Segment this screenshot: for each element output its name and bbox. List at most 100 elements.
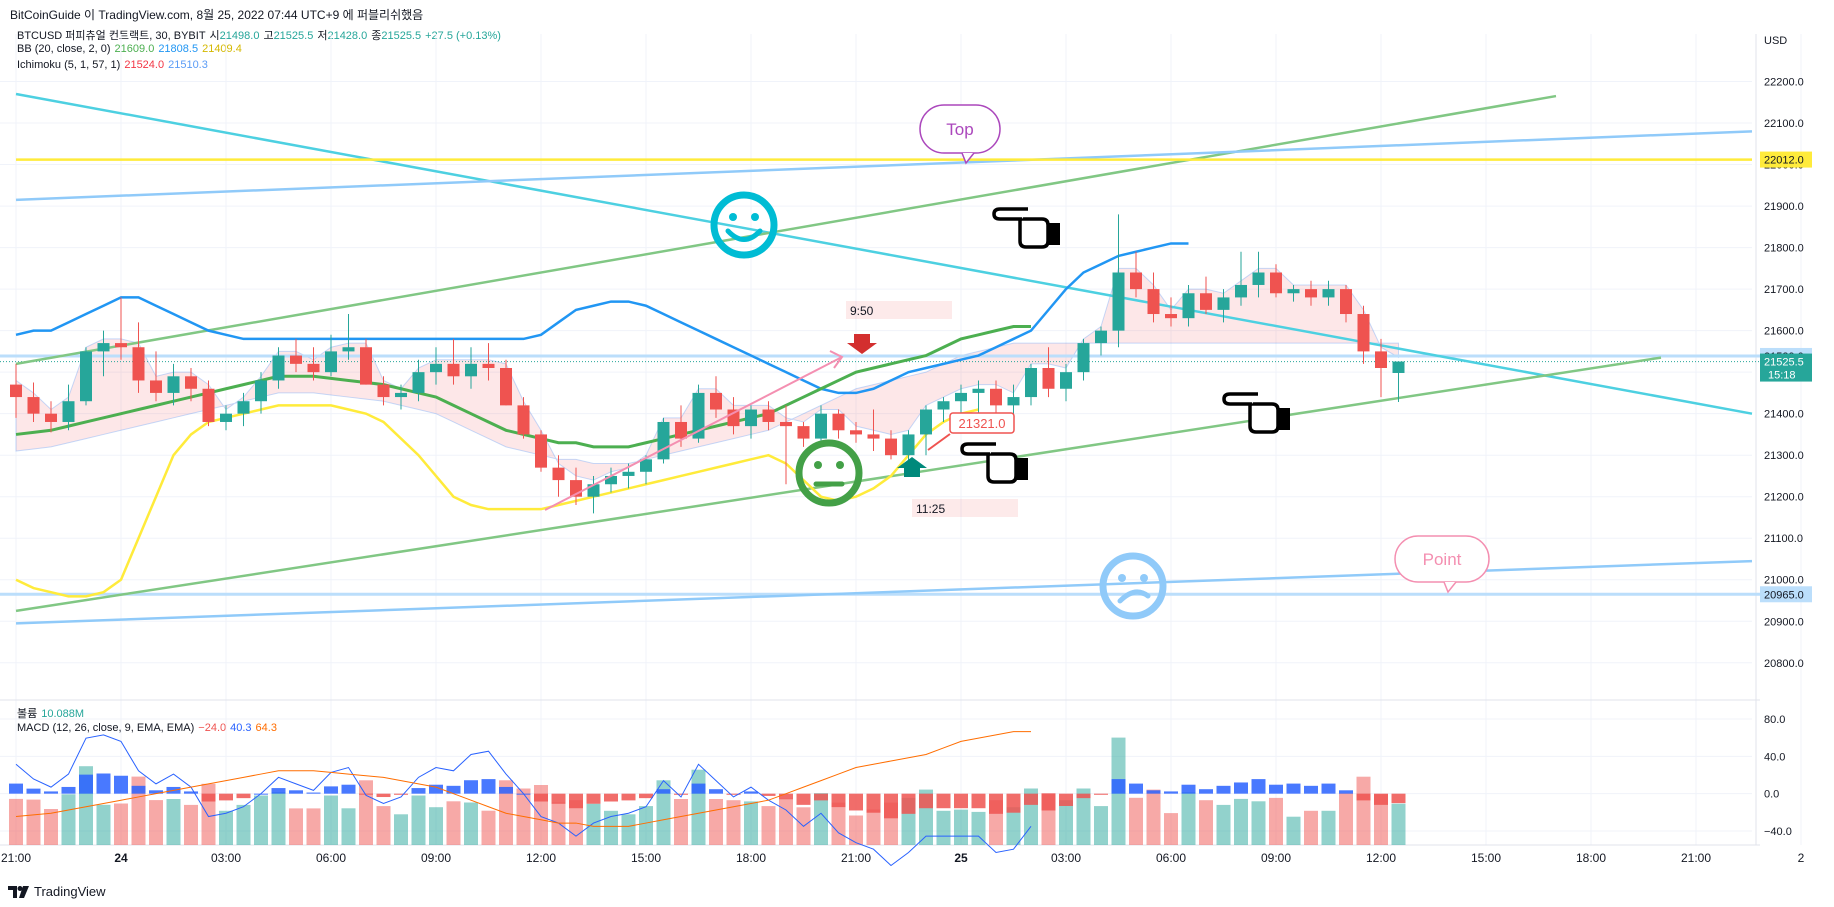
candle-body — [1165, 314, 1177, 319]
price-tick-label: 20900.0 — [1764, 616, 1804, 628]
volume-bar — [1181, 792, 1196, 845]
volume-bar — [1094, 806, 1108, 845]
macd-histogram-bar — [691, 783, 706, 794]
neutral-face-icon-eye — [814, 461, 822, 469]
change-value: +27.5 (+0.13%) — [425, 30, 501, 42]
ichimoku-a-value: 21524.0 — [124, 59, 165, 71]
price-tick-label: 21900.0 — [1764, 201, 1804, 213]
time-tick-label: 2 — [1798, 851, 1805, 865]
volume-legend[interactable]: 볼륨 10.088M — [17, 705, 88, 721]
candle-body — [1305, 289, 1317, 298]
volume-bar — [131, 776, 146, 845]
candle-body — [1025, 368, 1037, 398]
volume-bar — [114, 803, 128, 845]
candle-body — [1287, 289, 1300, 294]
point-bubble — [1394, 535, 1490, 583]
volume-value: 10.088M — [41, 708, 85, 720]
macd-histogram-bar — [1321, 783, 1336, 794]
macd-histogram-bar — [586, 793, 601, 804]
pink-arrow-line — [544, 356, 843, 511]
price-tick-label: 21000.0 — [1764, 575, 1804, 587]
candles — [10, 214, 1405, 514]
ichimoku-legend[interactable]: Ichimoku (5, 1, 57, 1) 21524.0 21510.3 — [17, 59, 212, 71]
price-tick-label: 21700.0 — [1764, 284, 1804, 296]
macd-histogram-bar — [1146, 790, 1161, 794]
time-tick-label: 15:00 — [1471, 851, 1501, 865]
candle-body — [325, 351, 337, 373]
price-label-text: 20965.0 — [1764, 589, 1804, 601]
volume-bar — [166, 799, 181, 845]
macd-histogram-bar — [1199, 789, 1213, 794]
macd-histogram-bar — [26, 788, 41, 794]
low-value: 21428.0 — [327, 30, 368, 42]
macd-histogram-bar — [1041, 793, 1056, 811]
candle-body — [272, 355, 285, 381]
macd-histogram-bar — [359, 793, 373, 795]
pointing-hand-icon — [960, 442, 1028, 484]
candle-body — [10, 384, 22, 398]
macd-histogram-bar — [604, 793, 618, 802]
macd-histogram-bar — [289, 790, 303, 794]
candle-body — [132, 347, 145, 381]
candle-body — [307, 363, 320, 373]
candle-body — [1147, 289, 1160, 315]
price-label-text: 21525.5 — [1764, 357, 1804, 369]
price-tick-label: 21400.0 — [1764, 409, 1804, 421]
macd-histogram-bar — [429, 784, 443, 794]
label-1125-box — [912, 499, 1018, 517]
volume-bar — [656, 780, 671, 845]
candle-body — [1060, 372, 1072, 389]
pointing-hand-icon — [992, 207, 1060, 249]
price-axis: 22200.022100.022000.021900.021800.021700… — [1760, 35, 1812, 670]
macd-signal-line — [15, 731, 1031, 827]
candle-body — [27, 397, 40, 414]
macd-histogram-bar — [709, 789, 723, 794]
volume-bar — [604, 810, 618, 845]
volume-bar — [254, 795, 268, 845]
candle-body — [1200, 293, 1212, 310]
macd-histogram-bar — [1304, 785, 1318, 794]
macd-histogram-bar — [1251, 779, 1266, 794]
volume-bar — [149, 800, 163, 845]
main-legend[interactable]: BTCUSD 퍼피츄얼 컨트랙트, 30, BYBIT 시21498.0 고2152… — [17, 30, 501, 42]
candle-body — [815, 413, 827, 439]
bb-legend[interactable]: BB (20, close, 2, 0) 21609.0 21808.5 21409.… — [17, 43, 246, 55]
volume-bar — [674, 799, 688, 845]
candle-body — [220, 413, 232, 422]
macd-histogram-bar — [464, 780, 478, 794]
pink-arrow-head — [829, 350, 844, 369]
volume-bar — [866, 809, 881, 845]
volume-bar — [639, 806, 653, 845]
macd-histogram-bar — [61, 786, 76, 794]
price-chart[interactable]: 22200.022100.022000.021900.021800.021700… — [0, 0, 1834, 880]
candle-body — [360, 347, 372, 385]
macd-histogram-bar — [1391, 793, 1406, 804]
volume-bar — [1006, 807, 1021, 845]
candle-body — [955, 392, 967, 402]
candle-body — [150, 380, 162, 393]
candle-body — [430, 363, 442, 373]
price-tick-label: 21800.0 — [1764, 243, 1804, 255]
macd-histogram-bar — [324, 786, 338, 794]
candle-body — [1252, 272, 1265, 285]
price-marker-text: 21321.0 — [959, 416, 1006, 431]
ichimoku-label: Ichimoku (5, 1, 57, 1) — [17, 59, 121, 71]
price-tick-label: 22100.0 — [1764, 118, 1804, 130]
point-text: Point — [1423, 550, 1462, 569]
macd-histogram-bar — [341, 784, 356, 794]
macd-histogram-bar — [534, 793, 548, 802]
candle-body — [465, 363, 477, 377]
time-tick-label: 03:00 — [1051, 851, 1081, 865]
candle-body — [1340, 289, 1352, 315]
candle-body — [62, 401, 75, 422]
macd-histogram-bar — [1216, 785, 1231, 794]
macd-histogram-bar — [674, 793, 688, 795]
macd-legend[interactable]: MACD (12, 26, close, 9, EMA, EMA) −24.0 40… — [17, 722, 281, 734]
close-value: 21525.5 — [381, 30, 422, 42]
happy-face-icon-eye — [751, 213, 759, 221]
candle-body — [202, 388, 215, 422]
volume-bar — [1129, 797, 1143, 845]
ichimoku-b-value: 21510.3 — [168, 59, 208, 71]
macd-histogram-bar — [1059, 793, 1073, 806]
time-tick-label: 03:00 — [211, 851, 241, 865]
